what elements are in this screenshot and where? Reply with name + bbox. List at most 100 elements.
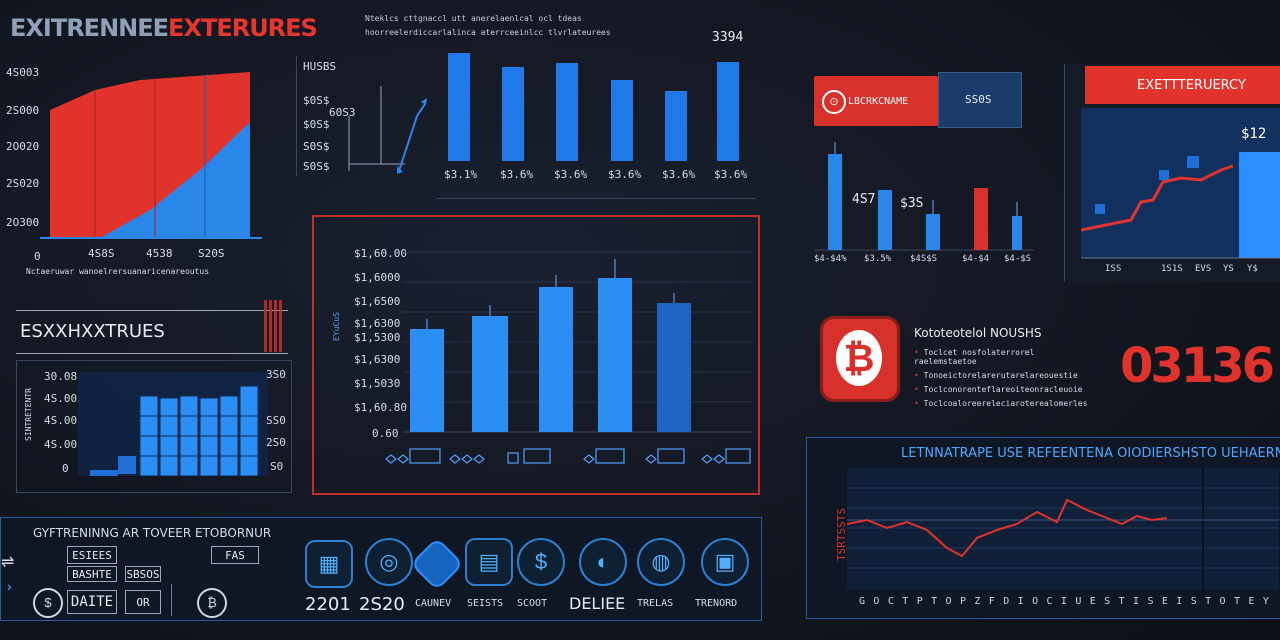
bar xyxy=(199,397,219,476)
bar xyxy=(1239,152,1280,258)
bar xyxy=(665,91,687,161)
exchange-x-label: $4-$4 xyxy=(962,254,990,264)
stack-right-label: 2S0 xyxy=(266,436,286,449)
stack-y-label: 4S.00 xyxy=(44,438,78,451)
bottom-toolbar-panel: GYFTRENINNG AR TOVEER ETOBORNUR ⇌ › ESIE… xyxy=(0,517,762,621)
area-chart xyxy=(40,72,262,239)
dollar-icon[interactable]: $ xyxy=(33,588,63,618)
bar xyxy=(974,188,988,250)
chart-icon[interactable]: ▦ xyxy=(305,540,353,588)
exchange-bar-chart xyxy=(814,142,1034,251)
box-label[interactable]: ESIEES xyxy=(67,546,117,564)
bar xyxy=(502,67,524,161)
compass-icon[interactable]: ◐ xyxy=(579,538,627,586)
toolbar-label[interactable]: SCOOT xyxy=(517,598,548,609)
bitcoin-list-title: Kototeotelol NOUSHS xyxy=(914,326,1042,340)
bar-top-chart xyxy=(448,53,739,161)
center-y-label: $1,6000 xyxy=(354,271,401,284)
box-label[interactable]: BASHTE xyxy=(67,566,117,582)
area-caption: Nctaeruwar wanoelrersuanaricenareoutus xyxy=(26,267,210,276)
coin-icon[interactable]: ₿ xyxy=(197,588,227,618)
exchange-value-box[interactable]: SS0S xyxy=(938,72,1022,128)
currency-title: EXETTTERUERCY xyxy=(1137,78,1246,93)
title-left: EXITRENNEE xyxy=(10,14,169,42)
bar xyxy=(611,80,633,161)
diamond-icon[interactable] xyxy=(410,537,464,591)
center-y-label: $1,60.80 xyxy=(354,401,407,414)
arrow-icon: ⇌ xyxy=(1,554,15,571)
box-label[interactable]: DAITE xyxy=(67,590,117,614)
bar xyxy=(472,316,508,432)
box-label[interactable]: OR xyxy=(125,590,161,614)
currency-x-label: YS xyxy=(1223,264,1234,274)
app-title: EXITRENNEEEXTERURES xyxy=(10,14,318,42)
toolbar-label[interactable]: DELIEE xyxy=(569,594,626,613)
box-label[interactable]: FAS xyxy=(211,546,259,564)
chevron-icon: › xyxy=(7,578,12,594)
bar xyxy=(448,53,470,161)
mini-label: S0S$ xyxy=(303,160,330,173)
list-item: • Toclcet nosfolaterrorel raelemstaetoe xyxy=(914,348,1035,366)
area-x-label: 4S8S xyxy=(88,247,115,260)
exchange-badge-label: LBCRKCNAME xyxy=(848,96,909,107)
briefcase-icon[interactable]: ▣ xyxy=(701,538,749,586)
list-item: • Toclcoaloreereleciaroterealomerles xyxy=(914,399,1088,408)
currency-x-label: ISS xyxy=(1105,264,1122,274)
bar xyxy=(598,278,632,432)
bar xyxy=(556,63,578,161)
center-y-label: $1,5030 xyxy=(354,377,401,390)
mini-mid-label: 60S3 xyxy=(329,106,356,119)
document-icon[interactable]: ▤ xyxy=(465,538,513,586)
bitcoin-icon[interactable]: ₿ xyxy=(820,316,900,402)
center-bar-panel: $1,60.00 $1,6000 $1,6500 $1,6300 $1,5300… xyxy=(312,215,760,495)
stack-bar-chart xyxy=(78,372,268,476)
exchange-x-label: $4-$S xyxy=(1004,254,1032,264)
stack-y-label: 30.08 xyxy=(44,370,78,383)
area-x-label: 4538 xyxy=(146,247,173,260)
exchange-badge[interactable]: ⊙ LBCRKCNAME xyxy=(814,76,938,126)
left-stack-title: ESXXHXXTRUES xyxy=(20,321,165,342)
left-stack-panel: 30.08 4S.00 4S.00 4S.00 0 SINTRETENTR 3S… xyxy=(16,360,292,493)
bar-top-x-label: $3.6% xyxy=(554,168,588,181)
left-stack-header: ESXXHXXTRUES xyxy=(16,310,288,354)
title-right: EXTERURES xyxy=(168,14,318,42)
area-y-label: 2S020 xyxy=(6,177,40,190)
line-series xyxy=(847,498,1168,558)
list-item: • Tonoeictorelarerutarelareouestie xyxy=(914,371,1078,380)
exchange-value: SS0S xyxy=(965,93,992,106)
stack-y-label: 0 xyxy=(62,462,69,475)
stack-y-label: 4S.00 xyxy=(44,414,78,427)
toolbar-label[interactable]: TRENORD xyxy=(695,598,738,609)
coin-icon[interactable]: ◎ xyxy=(365,538,413,586)
currency-x-label: EVS xyxy=(1195,264,1212,274)
bar-top-x-label: $3.6% xyxy=(608,168,642,181)
currency-line-chart xyxy=(1081,152,1280,259)
bar xyxy=(657,303,691,432)
year-2: 2S20 xyxy=(359,594,405,615)
toolbar-label[interactable]: SEISTS xyxy=(467,598,504,609)
toolbar-label[interactable]: TRELAS xyxy=(637,598,674,609)
area-zero: 0 xyxy=(34,250,41,263)
dollar-icon[interactable]: $ xyxy=(517,538,565,586)
box-label[interactable]: SBSOS xyxy=(125,566,161,582)
toolbar-label[interactable]: CAUNEV xyxy=(415,598,452,609)
mini-label: S0S$ xyxy=(303,140,330,153)
area-chart-panel: 4S003 2S000 2O020 2S020 2O300 0 4S8S 453… xyxy=(0,60,270,280)
area-y-label: 4S003 xyxy=(6,66,40,79)
center-y-label: $1,5300 xyxy=(354,331,401,344)
bar xyxy=(828,154,842,250)
mini-line-chart xyxy=(348,86,427,174)
line-panel-title: LETNNATRAPE USE REFEENTENA OIODIERSHSTO … xyxy=(901,446,1280,461)
subtitle-line2: hoorreelerdiccarlalinca aterrceeinlcc tl… xyxy=(365,28,611,37)
globe-icon[interactable]: ◍ xyxy=(637,538,685,586)
exchange-annot-right: $3S xyxy=(900,196,924,211)
stack-right-label: S0 xyxy=(270,460,284,473)
mini-label: $0S$ xyxy=(303,94,330,107)
bar xyxy=(1012,216,1022,250)
currency-value: $12 xyxy=(1241,126,1267,142)
line-chart xyxy=(847,468,1279,590)
area-y-label: 2O020 xyxy=(6,140,40,153)
bar-top-panel: $3.1% $3.6% $3.6% $3.6% $3.6% $3.6% xyxy=(436,40,756,200)
center-x-legend xyxy=(385,448,751,464)
